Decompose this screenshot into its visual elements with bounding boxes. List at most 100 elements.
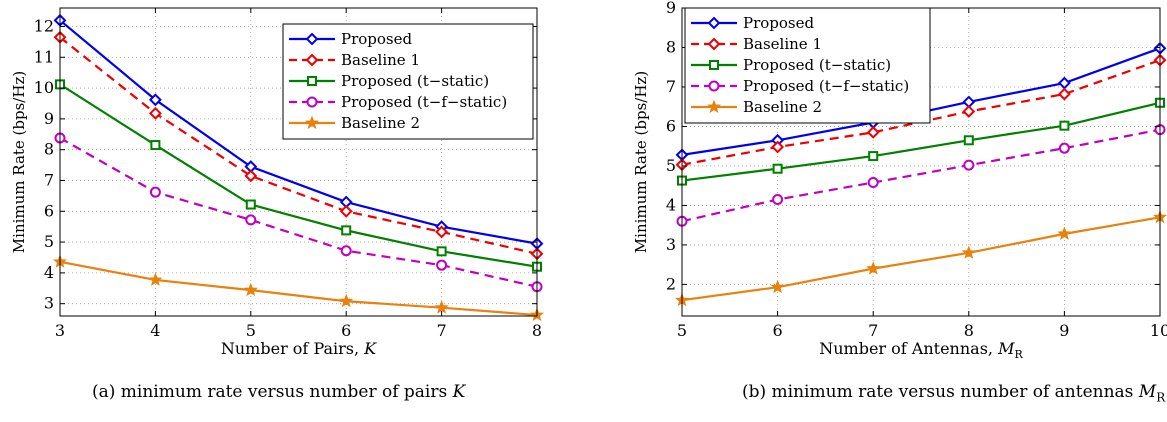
chart-b-data-point — [1057, 226, 1072, 240]
chart-b-data-point — [770, 279, 785, 294]
chart-a-legend-label: Baseline 1 — [341, 51, 420, 69]
chart-b-legend-label: Proposed (t−static) — [743, 56, 891, 74]
chart-b-x-axis-label-text: Number of Antennas, — [819, 339, 998, 358]
chart-a-data-point — [339, 293, 354, 308]
chart-b-data-point — [772, 163, 783, 174]
chart-a-data-point — [148, 93, 162, 107]
chart-a-series-line — [59, 83, 538, 268]
chart-b-series-line — [681, 101, 1161, 182]
chart-a-data-point — [150, 140, 161, 151]
chart-b-series-line — [681, 128, 1161, 223]
chart-a-data-point — [149, 186, 161, 198]
chart-a-legend: Proposed Baseline 1 Proposed (t−static) Pro… — [282, 23, 534, 140]
chart-b-y-tick-label: 9 — [666, 0, 676, 17]
chart-b-y-tick-label: 2 — [666, 274, 676, 293]
chart-a-data-point — [341, 225, 352, 236]
chart-b-data-point — [868, 151, 879, 162]
chart-a-data-point — [245, 214, 257, 226]
caption-a-var: K — [452, 382, 466, 402]
chart-b-data-point — [866, 261, 881, 275]
chart-a-y-tick-label: 5 — [44, 232, 54, 251]
chart-a-y-tick-label: 7 — [44, 170, 54, 189]
chart-a-legend-marker — [305, 32, 319, 46]
chart-a-x-tick-label: 6 — [341, 321, 351, 340]
chart-a-y-tick-label: 6 — [44, 201, 54, 220]
chart-b-series-line — [681, 216, 1161, 302]
chart-b-data-point — [866, 125, 880, 139]
chart-b-y-tick-label: 5 — [666, 156, 676, 175]
chart-a-series-line — [59, 36, 538, 255]
chart-a-plot-frame — [59, 7, 538, 317]
chart-b-data-point — [962, 105, 976, 118]
chart-a-data-point — [339, 204, 353, 218]
chart-a-x-axis-label-var: K — [363, 339, 377, 358]
chart-a-y-tick-label: 3 — [44, 294, 54, 313]
chart-b-legend: Proposed Baseline 1 Proposed (t−static) Pro… — [684, 7, 931, 124]
chart-b-x-tick-label: 10 — [1150, 321, 1167, 340]
chart-a-x-tick-label: 7 — [437, 321, 447, 340]
chart-b-chart: 5 6 7 8 9 10 2 3 4 5 6 7 8 9 Number of Antennas, MR Min… — [632, 0, 1167, 361]
chart-a-x-axis-label-text: Number of Pairs, — [221, 339, 364, 358]
chart-b-data-point — [1059, 120, 1070, 131]
chart-a-data-point — [148, 272, 163, 286]
chart-b-legend-marker — [707, 37, 721, 51]
chart-a-x-axis-label: Number of Pairs, K — [221, 339, 377, 358]
chart-a-series-line — [59, 260, 538, 317]
chart-a-legend-label: Proposed — [341, 30, 413, 48]
chart-a-chart: 3 4 5 6 7 8 3 4 5 6 7 8 9 10 11 12 Number of Pairs, K Min… — [10, 7, 545, 358]
chart-b-data-point — [963, 159, 975, 171]
chart-b-data-point — [961, 245, 976, 259]
caption-a: (a) minimum rate versus number of pairs … — [92, 382, 465, 402]
chart-b-data-point — [1058, 142, 1070, 154]
chart-a-x-tick-label: 5 — [246, 321, 256, 340]
chart-a-legend-marker — [307, 76, 317, 86]
chart-b-x-tick-label: 7 — [868, 321, 878, 340]
chart-b-legend-label: Proposed — [743, 14, 815, 32]
chart-b-legend-label: Baseline 1 — [743, 35, 822, 53]
chart-b-x-tick-label: 8 — [964, 321, 974, 340]
chart-a-x-tick-label: 8 — [532, 321, 542, 340]
chart-a-data-point — [244, 169, 258, 183]
chart-b-y-axis-label: Minimum Rate (bps/Hz) — [632, 71, 650, 253]
chart-a-y-tick-label: 4 — [44, 263, 54, 282]
chart-a-y-tick-label: 11 — [34, 47, 54, 66]
chart-b-legend-marker — [706, 99, 722, 113]
chart-a-series-line — [59, 19, 538, 245]
caption-b-text: (b) minimum rate versus number of antenn… — [742, 382, 1134, 402]
chart-a-y-tick-label: 8 — [44, 140, 54, 159]
chart-a-legend-label: Baseline 2 — [341, 114, 420, 132]
chart-b-data-point — [963, 135, 974, 146]
chart-b-x-axis-label: Number of Antennas, MR — [819, 339, 1023, 361]
chart-b-data-point — [1057, 87, 1071, 101]
chart-a-x-tick-label: 4 — [150, 321, 160, 340]
chart-b-legend-marker — [707, 16, 721, 30]
chart-b-data-point — [772, 194, 784, 206]
caption-b-var: M — [1138, 382, 1157, 402]
caption-a-text: (a) minimum rate versus number of pairs — [92, 382, 448, 402]
chart-a-data-point — [436, 246, 447, 257]
chart-b-legend-marker — [708, 80, 720, 92]
chart-b-legend-label: Proposed (t−f−static) — [743, 77, 909, 95]
caption-b-sub: R — [1156, 390, 1166, 405]
chart-b-y-tick-label: 3 — [666, 235, 676, 254]
chart-a-data-point — [245, 199, 256, 210]
chart-a-y-tick-label: 9 — [44, 109, 54, 128]
chart-a-legend-label: Proposed (t−f−static) — [341, 93, 507, 111]
chart-b-x-tick-label: 5 — [677, 321, 687, 340]
chart-b-data-point — [771, 140, 785, 154]
chart-a-legend-label: Proposed (t−static) — [341, 72, 489, 90]
chart-b-x-tick-label: 9 — [1059, 321, 1069, 340]
chart-a-data-point — [148, 106, 162, 120]
chart-b-data-point — [867, 177, 879, 189]
chart-a-legend-marker — [304, 115, 320, 129]
chart-b-legend-label: Baseline 2 — [743, 98, 822, 116]
chart-a-y-axis-label: Minimum Rate (bps/Hz) — [10, 71, 28, 253]
chart-a-legend-marker — [305, 53, 319, 67]
chart-b-x-axis-label-sub: R — [1014, 348, 1023, 361]
chart-a-data-point — [434, 300, 449, 314]
chart-b-y-tick-label: 4 — [666, 195, 676, 214]
chart-a-data-point — [435, 225, 449, 239]
chart-a-y-tick-label: 12 — [34, 16, 54, 35]
